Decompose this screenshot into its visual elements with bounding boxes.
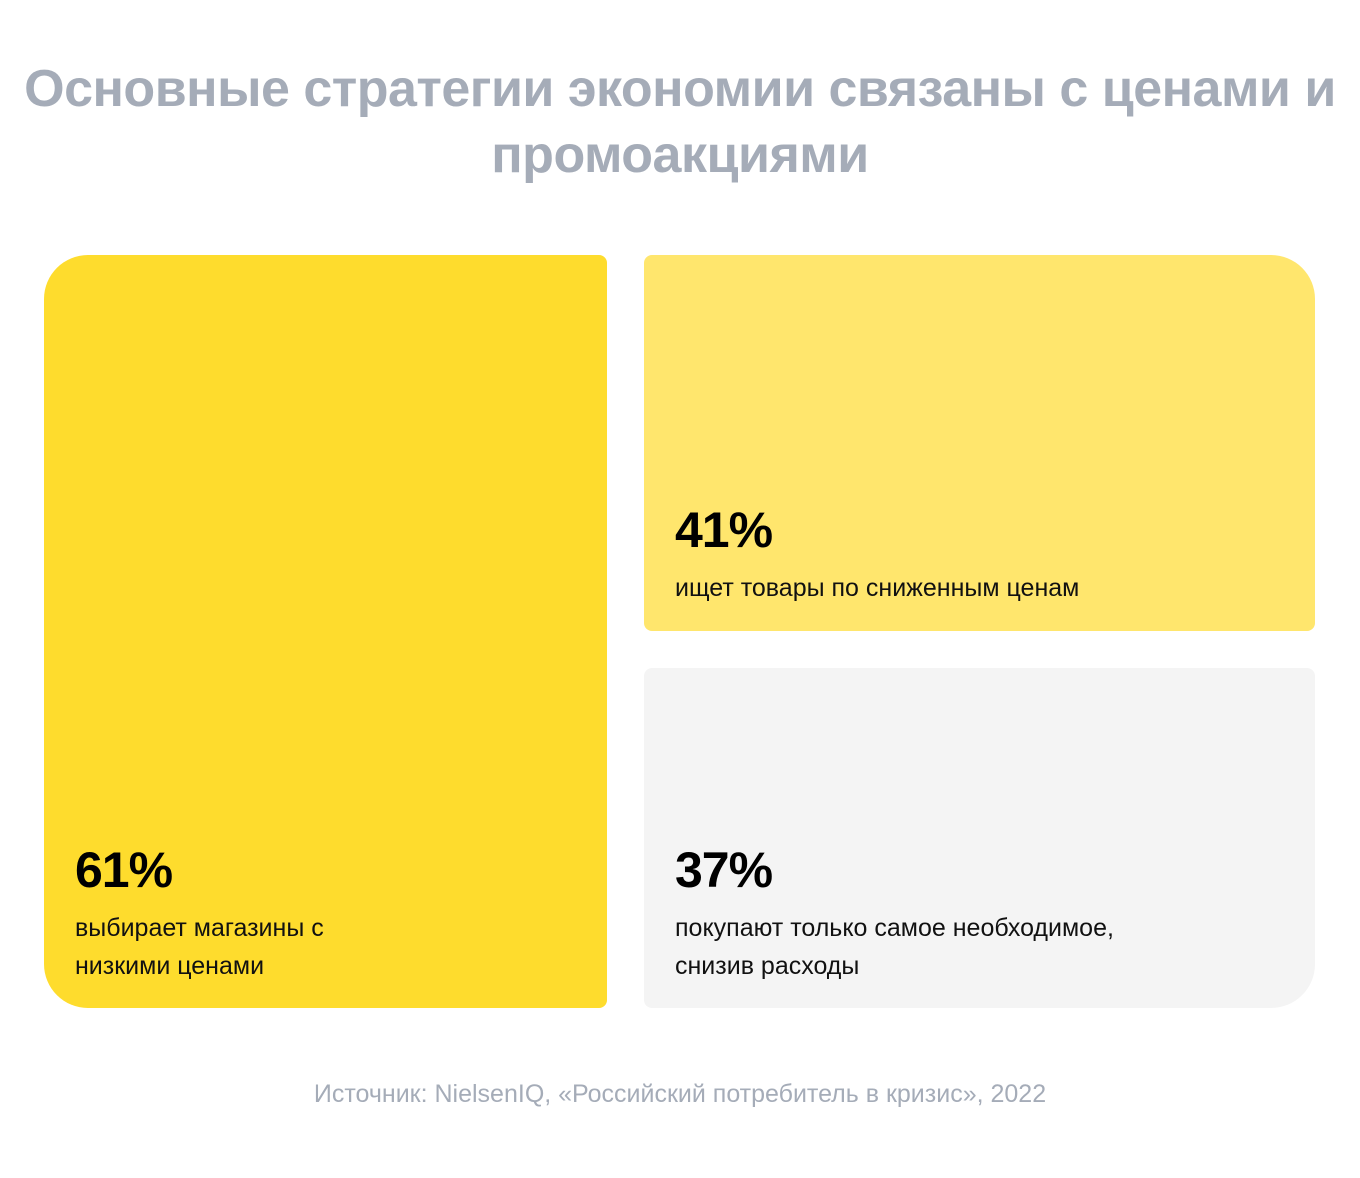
stat-value: 37% — [675, 842, 773, 898]
stat-card-low-price-stores: 61% выбирает магазины с низкими ценами — [44, 255, 607, 1008]
stat-card-essentials-only: 37% покупают только самое необходимое, с… — [644, 668, 1315, 1008]
stat-value: 41% — [675, 502, 773, 558]
stat-card-discounted-goods: 41% ищет товары по сниженным ценам — [644, 255, 1315, 631]
stat-description: покупают только самое необходимое, снизи… — [675, 914, 1114, 980]
stat-value: 61% — [75, 842, 173, 898]
stat-description: ищет товары по сниженным ценам — [675, 574, 1080, 602]
stat-description: выбирает магазины с низкими ценами — [75, 914, 324, 980]
source-note: Источник: NielsenIQ, «Российский потреби… — [313, 1080, 1047, 1108]
chart-title: Основные стратегии экономии связаны с це… — [24, 60, 1336, 184]
